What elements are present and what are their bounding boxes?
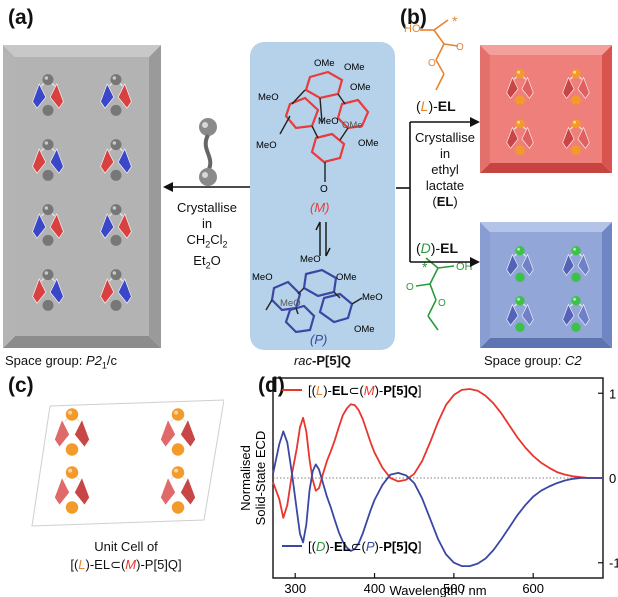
svg-text:OMe: OMe (314, 58, 335, 69)
motif-red-1 (562, 68, 590, 106)
motif-a-1-r (100, 139, 132, 181)
motif-cell-0 (54, 408, 90, 456)
svg-text:(P): (P) (310, 332, 327, 347)
crystal-packing-p21c (3, 45, 161, 348)
svg-text:MeO: MeO (256, 140, 277, 151)
svg-text:MeO: MeO (362, 292, 383, 303)
crystal-l-el-red (480, 45, 612, 173)
svg-text:O: O (456, 42, 464, 53)
legend-top: [(L)-EL⊂(M)-P[5]Q] (308, 383, 422, 398)
svg-text:OMe: OMe (354, 324, 375, 335)
rac-p5q-structure: OMe OMe MeO OMe MeO OMe MeO OMe O (M) Me… (250, 42, 395, 350)
legend-bottom: [(D)-EL⊂(P)-P[5]Q] (308, 539, 422, 554)
motif-blue-0 (506, 245, 534, 283)
x-tick-label-300: 300 (284, 581, 306, 596)
motif-a-1-l (32, 139, 64, 181)
branch-arrows (396, 117, 480, 267)
l-el-label: (L)-EL (416, 98, 456, 114)
ecd-chart: 300 400 500 600 1 0 -1 Normalised Solid-State … (240, 377, 618, 597)
svg-text:O: O (406, 282, 414, 293)
center-caption: rac-P[5]Q (293, 353, 352, 368)
motif-red-0 (506, 68, 534, 106)
motif-red-3 (562, 118, 590, 156)
svg-text:*: * (452, 13, 458, 29)
x-tick-label-600: 600 (522, 581, 544, 596)
series-line-1 (272, 430, 603, 567)
svg-text:OMe: OMe (336, 272, 357, 283)
right-crystallise-text: Crystallise in ethyl lactate (EL) (415, 130, 475, 209)
svg-text:(M): (M) (310, 200, 330, 215)
series-line-0 (272, 388, 603, 519)
motif-blue-2 (506, 295, 534, 333)
y-axis-label-line2: Solid-State ECD (253, 431, 268, 526)
svg-text:O: O (428, 58, 436, 69)
crystal-d-el-blue (480, 222, 612, 348)
svg-text:OMe: OMe (344, 62, 365, 73)
panel-b-caption: Space group: C2 (484, 353, 582, 368)
svg-text:OMe: OMe (342, 120, 363, 131)
svg-text:O: O (320, 184, 328, 195)
panel-c-label: (c) (8, 374, 34, 397)
panel-a-caption: Space group: P21/c (5, 353, 117, 371)
motif-a-3-l (32, 269, 64, 311)
d-ethyl-lactate-structure: * OH O O (406, 257, 473, 331)
svg-text:O: O (438, 298, 446, 309)
left-arrow (163, 182, 251, 192)
motif-red-2 (506, 118, 534, 156)
y-tick-label-2: -1 (609, 556, 618, 571)
panel-c-caption: Unit Cell of [(L)-EL⊂(M)-P[5]Q] (70, 539, 182, 572)
svg-text:MeO: MeO (258, 92, 279, 103)
motif-cell-1 (160, 408, 196, 456)
svg-text:MeO: MeO (300, 254, 321, 265)
motif-blue-1 (562, 245, 590, 283)
svg-text:MeO: MeO (252, 272, 273, 283)
x-tick-label-500: 500 (443, 581, 465, 596)
motif-cell-3 (160, 466, 196, 514)
motif-a-0-l (32, 74, 64, 116)
panel-a-label: (a) (8, 6, 34, 29)
x-axis-label: Wavelength / nm (389, 583, 486, 597)
x-tick-label-400: 400 (364, 581, 386, 596)
svg-text:*: * (422, 259, 428, 275)
motif-blue-3 (562, 295, 590, 333)
d-el-label: (D)-EL (416, 240, 459, 256)
left-crystallise-text: Crystallise in CH2Cl2 Et2O (177, 200, 237, 271)
motif-a-2-r (100, 204, 132, 246)
y-tick-label-0: 1 (609, 386, 616, 401)
svg-text:HO: HO (404, 23, 421, 35)
panel-b-label: (b) (400, 6, 427, 29)
y-tick-label-1: 0 (609, 471, 616, 486)
svg-text:OH: OH (456, 261, 473, 273)
motif-a-3-r (100, 269, 132, 311)
dumbbell-guest-icon (199, 118, 217, 186)
svg-text:MeO: MeO (280, 298, 301, 309)
motif-a-0-r (100, 74, 132, 116)
svg-text:OMe: OMe (350, 82, 371, 93)
unit-cell-structure (31, 399, 224, 527)
panel-d-label: (d) (258, 374, 285, 397)
l-ethyl-lactate-structure: HO * O O (404, 13, 464, 91)
motif-a-2-l (32, 204, 64, 246)
svg-text:MeO: MeO (318, 116, 339, 127)
svg-text:OMe: OMe (358, 138, 379, 149)
motif-cell-2 (54, 466, 90, 514)
y-axis-label-line1: Normalised (240, 445, 253, 511)
